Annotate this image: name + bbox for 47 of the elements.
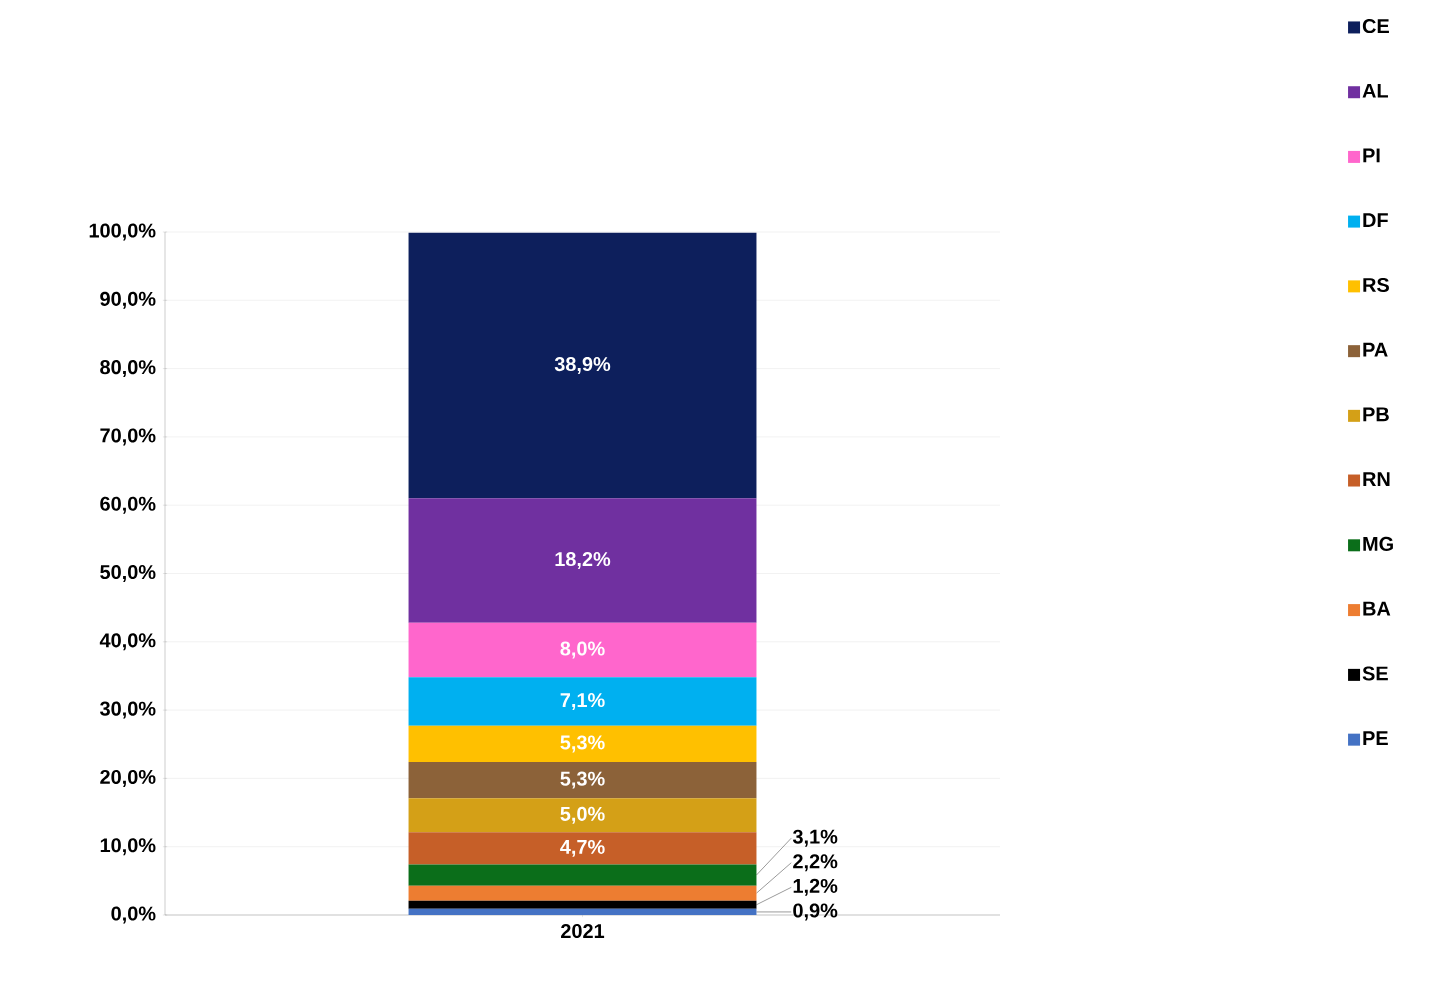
y-tick-label: 20,0% (100, 769, 156, 787)
legend-label: RN (1363, 472, 1390, 486)
bar (408, 798, 757, 833)
y-tick-label: 70,0% (100, 428, 156, 446)
bar (408, 908, 757, 915)
data-label: 4,7% (560, 839, 605, 857)
y-tick-label: 0,0% (111, 906, 156, 924)
bar (408, 885, 757, 901)
bar (408, 498, 757, 623)
x-tick-label: 2021 (561, 923, 605, 939)
legend-label: CE (1362, 19, 1389, 34)
legend-label: RS (1363, 277, 1389, 293)
legend-label: SE (1362, 666, 1388, 681)
legend-label: DF (1363, 213, 1388, 227)
bar (408, 622, 757, 678)
bar (408, 725, 757, 762)
legend-label: BA (1363, 601, 1391, 616)
data-label: 38,9% (554, 357, 611, 375)
data-label: 8,0% (560, 641, 605, 659)
data-label: 1,2% (793, 878, 838, 896)
legend-label: AL (1362, 83, 1388, 98)
data-label: 7,1% (560, 693, 605, 711)
y-tick-label: 10,0% (100, 838, 156, 856)
bar (408, 677, 757, 726)
bar (408, 232, 757, 499)
data-label: 5,3% (560, 735, 605, 753)
data-label: 18,2% (555, 552, 611, 570)
data-label: 2,2% (793, 854, 838, 872)
y-tick-label: 30,0% (99, 701, 156, 719)
y-tick-label: 50,0% (100, 565, 156, 582)
y-tick-label: 40,0% (99, 633, 156, 651)
legend-label: PA (1363, 342, 1388, 357)
legend-label: PI (1363, 148, 1380, 163)
data-label: 5,0% (560, 806, 605, 824)
bar (408, 762, 757, 799)
legend-label: PE (1363, 731, 1388, 746)
y-tick-label: 100,0% (89, 223, 156, 241)
bar (408, 864, 757, 886)
legend-label: PB (1363, 407, 1389, 422)
data-label: 0,9% (793, 903, 838, 921)
legend-label: MG (1363, 536, 1393, 551)
bar (408, 832, 757, 865)
y-tick-label: 90,0% (100, 291, 156, 309)
data-label: 3,1% (792, 829, 838, 847)
y-tick-label: 60,0% (100, 496, 156, 514)
data-label: 5,3% (560, 771, 605, 789)
y-tick-label: 80,0% (100, 360, 156, 378)
